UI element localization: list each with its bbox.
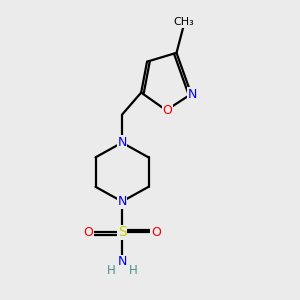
- Text: H: H: [106, 264, 115, 277]
- Text: N: N: [188, 88, 197, 100]
- Text: N: N: [117, 195, 127, 208]
- Text: N: N: [117, 255, 127, 268]
- Text: N: N: [117, 136, 127, 149]
- Text: S: S: [118, 225, 126, 239]
- Text: O: O: [163, 104, 172, 117]
- Text: O: O: [83, 226, 93, 239]
- Text: O: O: [151, 226, 161, 239]
- Text: CH₃: CH₃: [173, 17, 194, 27]
- Text: H: H: [129, 264, 138, 277]
